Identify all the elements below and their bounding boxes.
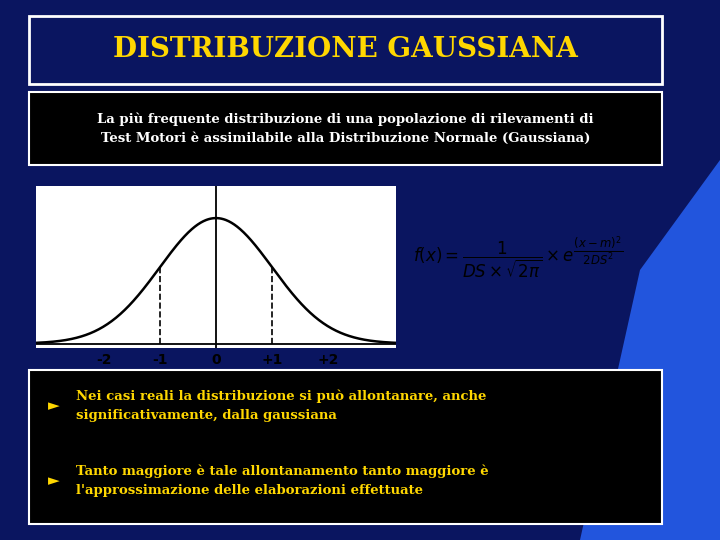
Polygon shape (580, 160, 720, 540)
Text: DISTRIBUZIONE GAUSSIANA: DISTRIBUZIONE GAUSSIANA (113, 37, 578, 64)
FancyBboxPatch shape (29, 16, 662, 84)
Text: La più frequente distribuzione di una popolazione di rilevamenti di
Test Motori : La più frequente distribuzione di una po… (97, 112, 594, 145)
FancyBboxPatch shape (29, 92, 662, 165)
Text: $f(x) = \dfrac{1}{DS \times \sqrt{2\pi}} \times e^{\dfrac{(x-m)^2}{2DS^2}}$: $f(x) = \dfrac{1}{DS \times \sqrt{2\pi}}… (413, 234, 623, 280)
Text: ►: ► (48, 398, 60, 413)
Text: Tanto maggiore è tale allontanamento tanto maggiore è
l'approssimazione delle el: Tanto maggiore è tale allontanamento tan… (76, 464, 489, 497)
Text: Nei casi reali la distribuzione si può allontanare, anche
significativamente, da: Nei casi reali la distribuzione si può a… (76, 389, 487, 422)
Text: ►: ► (48, 473, 60, 488)
FancyBboxPatch shape (29, 370, 662, 524)
